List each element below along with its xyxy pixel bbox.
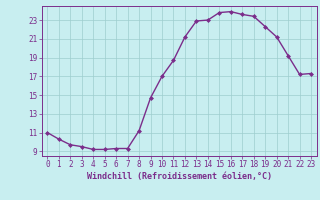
X-axis label: Windchill (Refroidissement éolien,°C): Windchill (Refroidissement éolien,°C) xyxy=(87,172,272,181)
